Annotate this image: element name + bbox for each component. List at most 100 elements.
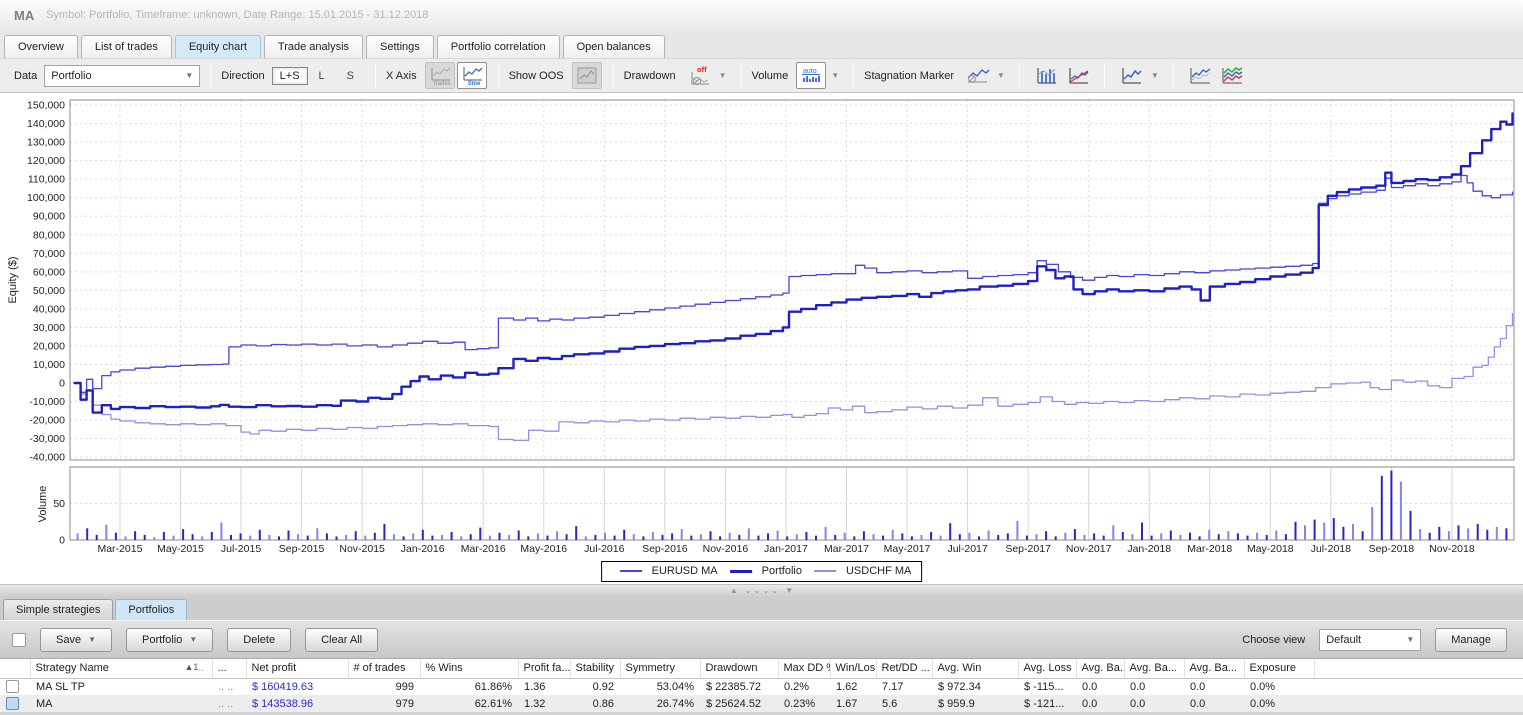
svg-text:90,000: 90,000 xyxy=(33,211,65,223)
volume-mode-button[interactable]: auto xyxy=(796,62,826,89)
column-header--of-trades[interactable]: # of trades xyxy=(348,659,420,678)
column-header--wins[interactable]: % Wins xyxy=(420,659,518,678)
equity-line-chart-button[interactable] xyxy=(1116,62,1146,89)
manage-button[interactable]: Manage xyxy=(1435,628,1507,652)
svg-text:120,000: 120,000 xyxy=(27,155,65,167)
column-header-ret-dd-[interactable]: Ret/DD ... xyxy=(876,659,932,678)
xaxis-time-button[interactable]: time xyxy=(457,62,487,89)
svg-text:May-2018: May-2018 xyxy=(1247,543,1294,555)
table-cell: 0.0 xyxy=(1184,678,1244,695)
volume-dropdown-arrow[interactable]: ▼ xyxy=(831,71,839,80)
svg-text:May-2015: May-2015 xyxy=(157,543,204,555)
table-cell: 5.6 xyxy=(876,695,932,712)
table-cell: 1.62 xyxy=(830,678,876,695)
tab-overview[interactable]: Overview xyxy=(4,35,78,58)
direction-l-button[interactable]: L xyxy=(308,68,336,84)
table-cell: 0.92 xyxy=(570,678,620,695)
svg-text:Jul-2015: Jul-2015 xyxy=(221,543,261,555)
svg-text:Nov-2015: Nov-2015 xyxy=(339,543,385,555)
direction-ls-button[interactable]: L+S xyxy=(272,67,308,85)
tab-portfolio-correlation[interactable]: Portfolio correlation xyxy=(437,35,560,58)
tab-simple-strategies[interactable]: Simple strategies xyxy=(3,599,113,620)
portfolio-button[interactable]: Portfolio ▼ xyxy=(126,628,213,652)
equity-chart-dropdown-arrow[interactable]: ▼ xyxy=(1151,71,1159,80)
table-cell: 26.74% xyxy=(620,695,700,712)
tab-portfolios[interactable]: Portfolios xyxy=(115,599,187,620)
toolbar-separator xyxy=(853,63,854,88)
column-header-exposure[interactable]: Exposure xyxy=(1244,659,1314,678)
legend-label: Portfolio xyxy=(762,565,802,577)
toolbar-separator xyxy=(613,63,614,88)
drawdown-toggle-button[interactable]: off xyxy=(684,62,714,89)
table-cell: 0.0 xyxy=(1124,678,1184,695)
clear-all-button[interactable]: Clear All xyxy=(305,628,378,652)
column-header-drawdown[interactable]: Drawdown xyxy=(700,659,778,678)
xaxis-trades-button[interactable]: trades xyxy=(425,62,455,89)
svg-text:Mar-2015: Mar-2015 xyxy=(97,543,142,555)
row-checkbox[interactable] xyxy=(6,680,19,693)
delete-button[interactable]: Delete xyxy=(227,628,291,652)
table-cell: 0.23% xyxy=(778,695,830,712)
stagnation-marker-button[interactable] xyxy=(962,62,992,89)
svg-text:Volume: Volume xyxy=(37,486,49,523)
table-row[interactable]: MA.. ..$ 143538.9697962.61%1.320.8626.74… xyxy=(0,695,1523,712)
toolbar-separator xyxy=(1019,63,1020,88)
tab-equity-chart[interactable]: Equity chart xyxy=(175,35,261,58)
multi-lines-icon xyxy=(1219,65,1245,86)
direction-s-button[interactable]: S xyxy=(336,68,365,84)
svg-text:100,000: 100,000 xyxy=(27,192,65,204)
table-cell: 999 xyxy=(348,678,420,695)
column-header-avg-ba-[interactable]: Avg. Ba... xyxy=(1184,659,1244,678)
show-oos-button[interactable] xyxy=(572,62,602,89)
tab-list-of-trades[interactable]: List of trades xyxy=(81,35,172,58)
column-header-profit-fa-[interactable]: Profit fa... xyxy=(518,659,570,678)
multi-series-chart-button[interactable] xyxy=(1217,62,1247,89)
series-portfolio xyxy=(75,113,1513,412)
net-profit-cell[interactable]: $ 143538.96 xyxy=(246,695,348,712)
panel-splitter[interactable]: ▲ ⌄ ⌄ ⌄ ⌄ ▼ xyxy=(0,584,1523,597)
data-select[interactable]: Portfolio ▼ xyxy=(44,65,200,87)
trend-line-icon xyxy=(1065,65,1091,86)
tab-settings[interactable]: Settings xyxy=(366,35,434,58)
equity-line-icon xyxy=(1118,65,1144,86)
column-header-avg-ba-[interactable]: Avg. Ba... xyxy=(1076,659,1124,678)
stagnation-chart-icon xyxy=(964,65,990,86)
svg-text:20,000: 20,000 xyxy=(33,340,65,352)
column-header-max-dd-[interactable]: Max DD % xyxy=(778,659,830,678)
tab-trade-analysis[interactable]: Trade analysis xyxy=(264,35,363,58)
table-row[interactable]: MA SL TP.. ..$ 160419.6399961.86%1.360.9… xyxy=(0,678,1523,695)
table-cell: 1.67 xyxy=(830,695,876,712)
column-header-win-los-[interactable]: Win/Los... xyxy=(830,659,876,678)
column-header--[interactable]: ... xyxy=(212,659,246,678)
volume-label: Volume xyxy=(752,70,789,82)
balance-bars-chart-button[interactable] xyxy=(1031,62,1061,89)
svg-text:30,000: 30,000 xyxy=(33,322,65,334)
table-cell: $ -115... xyxy=(1018,678,1076,695)
svg-text:May-2016: May-2016 xyxy=(520,543,567,555)
stagnation-dropdown-arrow[interactable]: ▼ xyxy=(997,71,1005,80)
select-all-checkbox[interactable] xyxy=(12,633,26,647)
choose-view-select[interactable]: Default ▼ xyxy=(1319,629,1421,651)
column-header-avg-win[interactable]: Avg. Win xyxy=(932,659,1018,678)
chevron-down-icon: ▼ xyxy=(189,635,197,644)
trend-line-chart-button[interactable] xyxy=(1063,62,1093,89)
tab-open-balances[interactable]: Open balances xyxy=(563,35,665,58)
column-header-avg-ba-[interactable]: Avg. Ba... xyxy=(1124,659,1184,678)
svg-text:Jan-2018: Jan-2018 xyxy=(1127,543,1171,555)
column-header-symmetry[interactable]: Symmetry xyxy=(620,659,700,678)
column-header-net-profit[interactable]: Net profit xyxy=(246,659,348,678)
save-button[interactable]: Save ▼ xyxy=(40,628,112,652)
drawdown-dropdown-arrow[interactable]: ▼ xyxy=(719,71,727,80)
svg-text:0: 0 xyxy=(59,535,65,547)
table-cell: 0.0 xyxy=(1184,695,1244,712)
column-header-stability[interactable]: Stability xyxy=(570,659,620,678)
compare-strategies-button[interactable] xyxy=(1185,62,1215,89)
splitter-collapse-up-icon[interactable]: ▲ xyxy=(730,587,738,595)
series-usdchf-ma xyxy=(75,314,1513,441)
net-profit-cell[interactable]: $ 160419.63 xyxy=(246,678,348,695)
column-header-avg-loss[interactable]: Avg. Loss xyxy=(1018,659,1076,678)
row-checkbox[interactable] xyxy=(6,697,19,710)
splitter-collapse-down-icon[interactable]: ▼ xyxy=(785,587,793,595)
column-header-strategy-name[interactable]: Strategy Name..▲1 xyxy=(30,659,212,678)
svg-text:trades: trades xyxy=(434,81,451,86)
